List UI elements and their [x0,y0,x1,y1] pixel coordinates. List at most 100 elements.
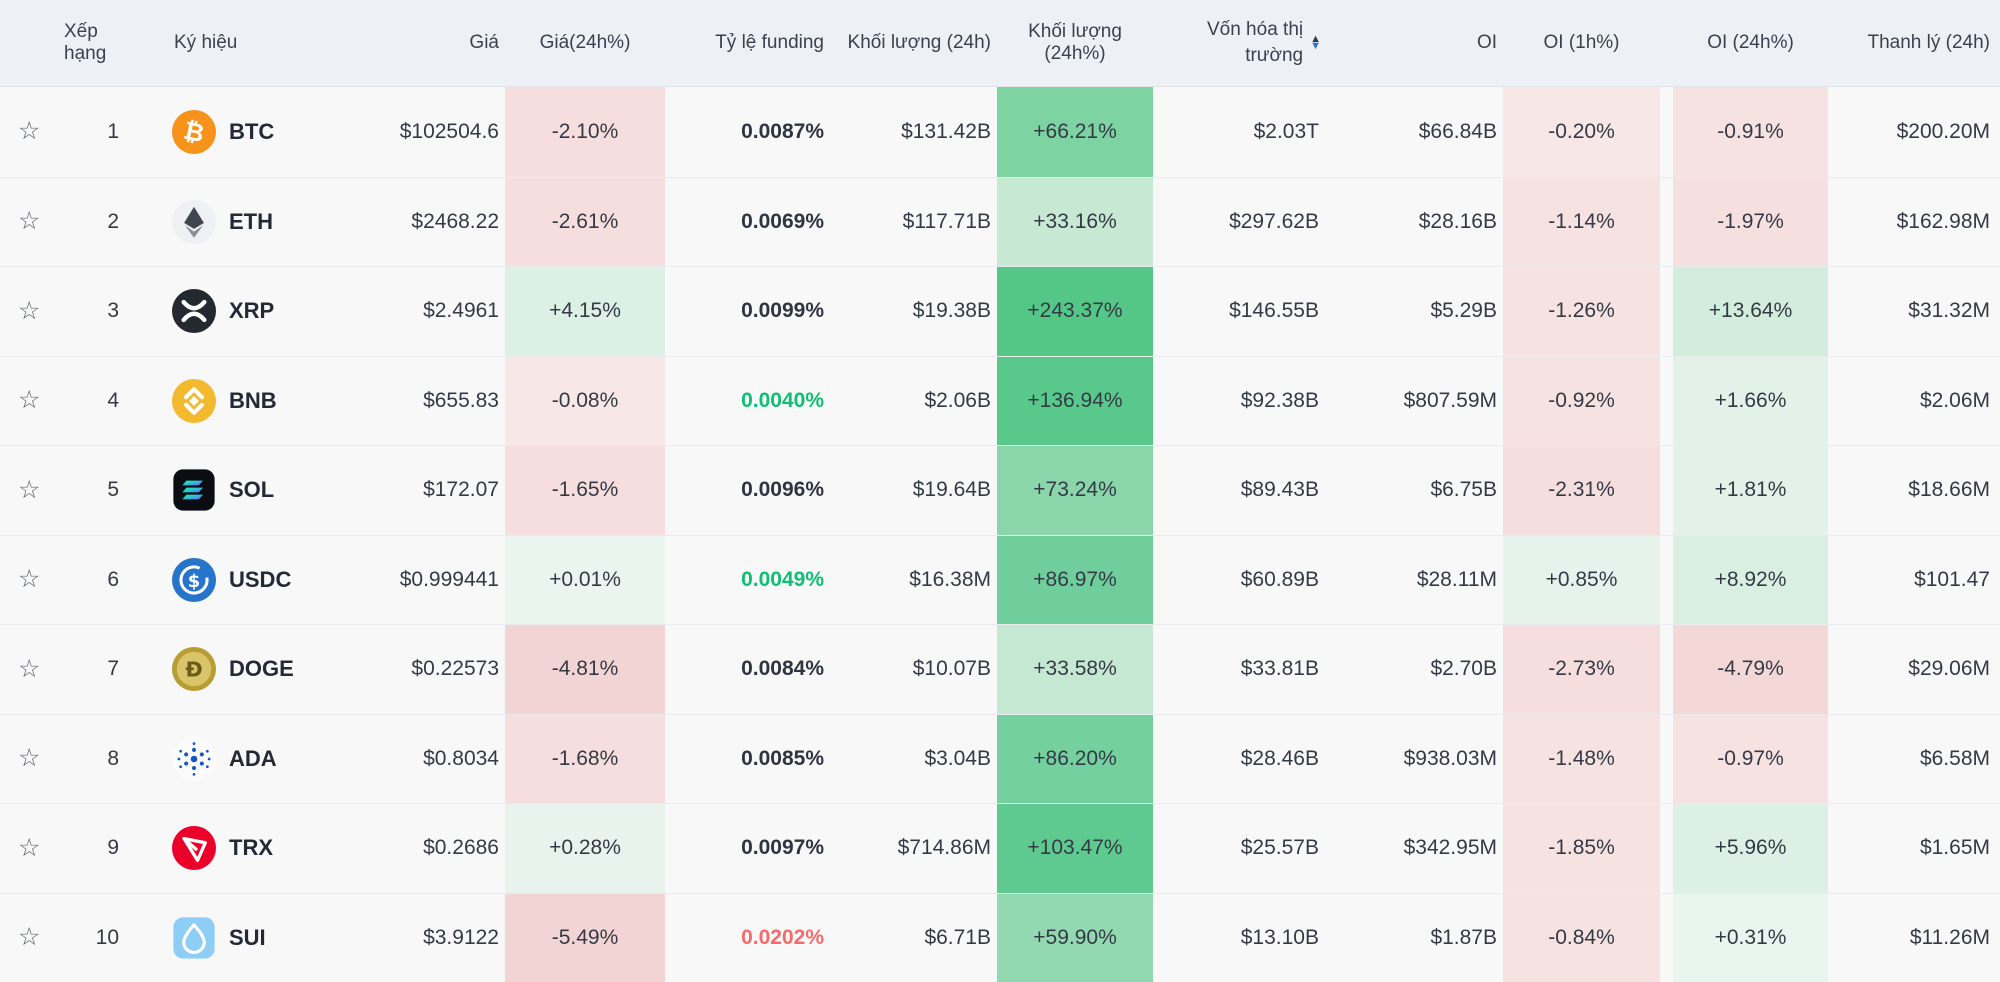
oi-1h-pct-cell: -0.92% [1503,356,1660,445]
column-gap [1660,446,1673,535]
price-24h-pct-cell: -5.49% [505,893,665,982]
oi-24h-pct-cell: +1.81% [1673,446,1828,535]
table-row-btc: ☆ 1 ₿ BTC $102504.6 -2.10% 0.0087% $131.42B +66.… [0,87,2000,177]
market-cap-cell: $28.46B [1240,746,1319,770]
sort-asc-icon[interactable]: ▲ [1310,33,1321,46]
sort-desc-icon[interactable]: ▼ [1310,40,1321,52]
symbol-label: DOGE [229,656,294,682]
rank-value: 7 [107,657,119,681]
price-24h-pct-cell: -2.10% [505,87,665,177]
price-cell: $0.22573 [411,657,499,681]
rank-value: 3 [107,299,119,323]
oi-1h-pct-cell: -1.48% [1503,714,1660,803]
col-header-price-24h[interactable]: Giá(24h%) [539,32,631,53]
price-24h-pct-cell: -2.61% [505,177,665,266]
favorite-star-icon[interactable]: ☆ [18,207,41,236]
rank-value: 8 [107,746,119,770]
oi-1h-pct-cell: -2.31% [1503,446,1660,535]
oi-24h-pct-cell: +1.66% [1673,356,1828,445]
price-24h-pct-cell: -1.65% [505,446,665,535]
favorite-star-icon[interactable]: ☆ [18,386,41,415]
rank-cell: 9 [64,804,155,893]
funding-rate-cell: 0.0097% [741,836,824,860]
symbol-cell[interactable]: BNB [155,357,345,446]
col-header-price[interactable]: Giá [469,32,499,53]
volume-24h-pct-cell: +33.16% [997,177,1153,266]
symbol-label: ETH [229,208,273,234]
funding-rate-cell: 0.0069% [741,209,824,233]
coin-logo-ada-icon [172,736,216,781]
price-cell: $0.8034 [423,746,499,770]
oi-1h-pct-cell: -1.85% [1503,804,1660,893]
favorite-star-icon[interactable]: ☆ [18,296,41,325]
symbol-label: USDC [229,566,292,592]
symbol-cell[interactable]: ADA [155,715,345,804]
symbol-cell[interactable]: SUI [155,894,345,982]
sort-arrows[interactable]: ▲ ▼ [1310,33,1321,52]
col-header-oi-24h[interactable]: OI (24h%) [1707,32,1794,53]
symbol-cell[interactable]: XRP [155,267,345,356]
svg-text:Đ: Đ [185,658,202,682]
col-header-volume-24h[interactable]: Khối lượng (24h) [847,32,991,53]
favorite-star-icon[interactable]: ☆ [18,654,41,683]
coin-logo-xrp-icon [172,289,216,334]
oi-cell: $2.70B [1430,657,1497,681]
col-header-oi[interactable]: OI [1476,32,1497,53]
oi-cell: $342.95M [1403,836,1497,860]
oi-24h-pct-cell: +5.96% [1673,804,1828,893]
volume-24h-pct-cell: +136.94% [997,356,1153,445]
rank-value: 4 [107,388,119,412]
col-header-oi-1h[interactable]: OI (1h%) [1543,32,1620,53]
symbol-cell[interactable]: TRX [155,804,345,893]
oi-24h-pct-cell: -4.79% [1673,625,1828,714]
oi-24h-pct-cell: +8.92% [1673,535,1828,624]
market-cap-cell: $89.43B [1240,478,1319,502]
col-header-funding-rate[interactable]: Tỷ lệ funding [715,32,824,53]
symbol-cell[interactable]: Đ DOGE [155,625,345,714]
liquidation-24h-cell: $18.66M [1908,478,1990,502]
liquidation-24h-cell: $1.65M [1919,836,1990,860]
liquidation-24h-cell: $162.98M [1896,209,1990,233]
col-header-volume-24h-pct[interactable]: Khối lượng (24h%) [1028,21,1122,64]
symbol-cell[interactable]: SOL [155,446,345,535]
table-header-row: Xếp hạng Ký hiệu Giá Giá(24h%) Tỷ lệ fun… [0,0,2000,87]
rank-value: 1 [107,119,119,143]
favorite-cell: ☆ [0,894,64,982]
column-gap [1660,357,1673,446]
favorite-star-icon[interactable]: ☆ [18,475,41,504]
favorite-star-icon[interactable]: ☆ [18,565,41,594]
column-gap [1660,178,1673,267]
liquidation-24h-cell: $2.06M [1919,388,1990,412]
col-header-symbol[interactable]: Ký hiệu [174,32,238,53]
favorite-star-icon[interactable]: ☆ [18,833,41,862]
symbol-label: SOL [229,477,275,503]
table-row-sui: ☆ 10 SUI $3.9122 -5.49% 0.0202% $6.71B +59.90% $… [0,892,2000,982]
market-cap-cell: $2.03T [1253,119,1319,143]
favorite-star-icon[interactable]: ☆ [18,923,41,952]
liquidation-24h-cell: $101.47 [1914,567,1990,591]
coin-logo-doge-icon: Đ [172,647,216,692]
oi-cell: $938.03M [1403,746,1497,770]
price-cell: $172.07 [423,478,499,502]
oi-1h-pct-cell: -2.73% [1503,625,1660,714]
column-gap [1660,87,1673,177]
symbol-label: ADA [229,745,277,771]
symbol-cell[interactable]: $ USDC [155,536,345,625]
market-cap-cell: $60.89B [1240,567,1319,591]
symbol-cell[interactable]: ₿ BTC [155,87,345,177]
price-cell: $102504.6 [399,119,499,143]
favorite-star-icon[interactable]: ☆ [18,744,41,773]
liquidation-24h-cell: $29.06M [1908,657,1990,681]
favorite-star-icon[interactable]: ☆ [18,117,41,146]
col-header-liquidation-24h[interactable]: Thanh lý (24h) [1867,32,1990,53]
volume-24h-pct-cell: +103.47% [997,804,1153,893]
volume-24h-cell: $714.86M [897,836,991,860]
coin-logo-sui-icon [172,916,216,960]
oi-24h-pct-cell: -1.97% [1673,177,1828,266]
volume-24h-cell: $6.71B [924,925,991,949]
oi-cell: $5.29B [1430,299,1497,323]
col-header-market-cap[interactable]: Vốn hóa thị trường ▲ ▼ [1153,0,1325,86]
col-header-rank[interactable]: Xếp hạng [64,21,107,64]
symbol-cell[interactable]: ETH [155,178,345,267]
funding-rate-cell: 0.0049% [741,567,824,591]
